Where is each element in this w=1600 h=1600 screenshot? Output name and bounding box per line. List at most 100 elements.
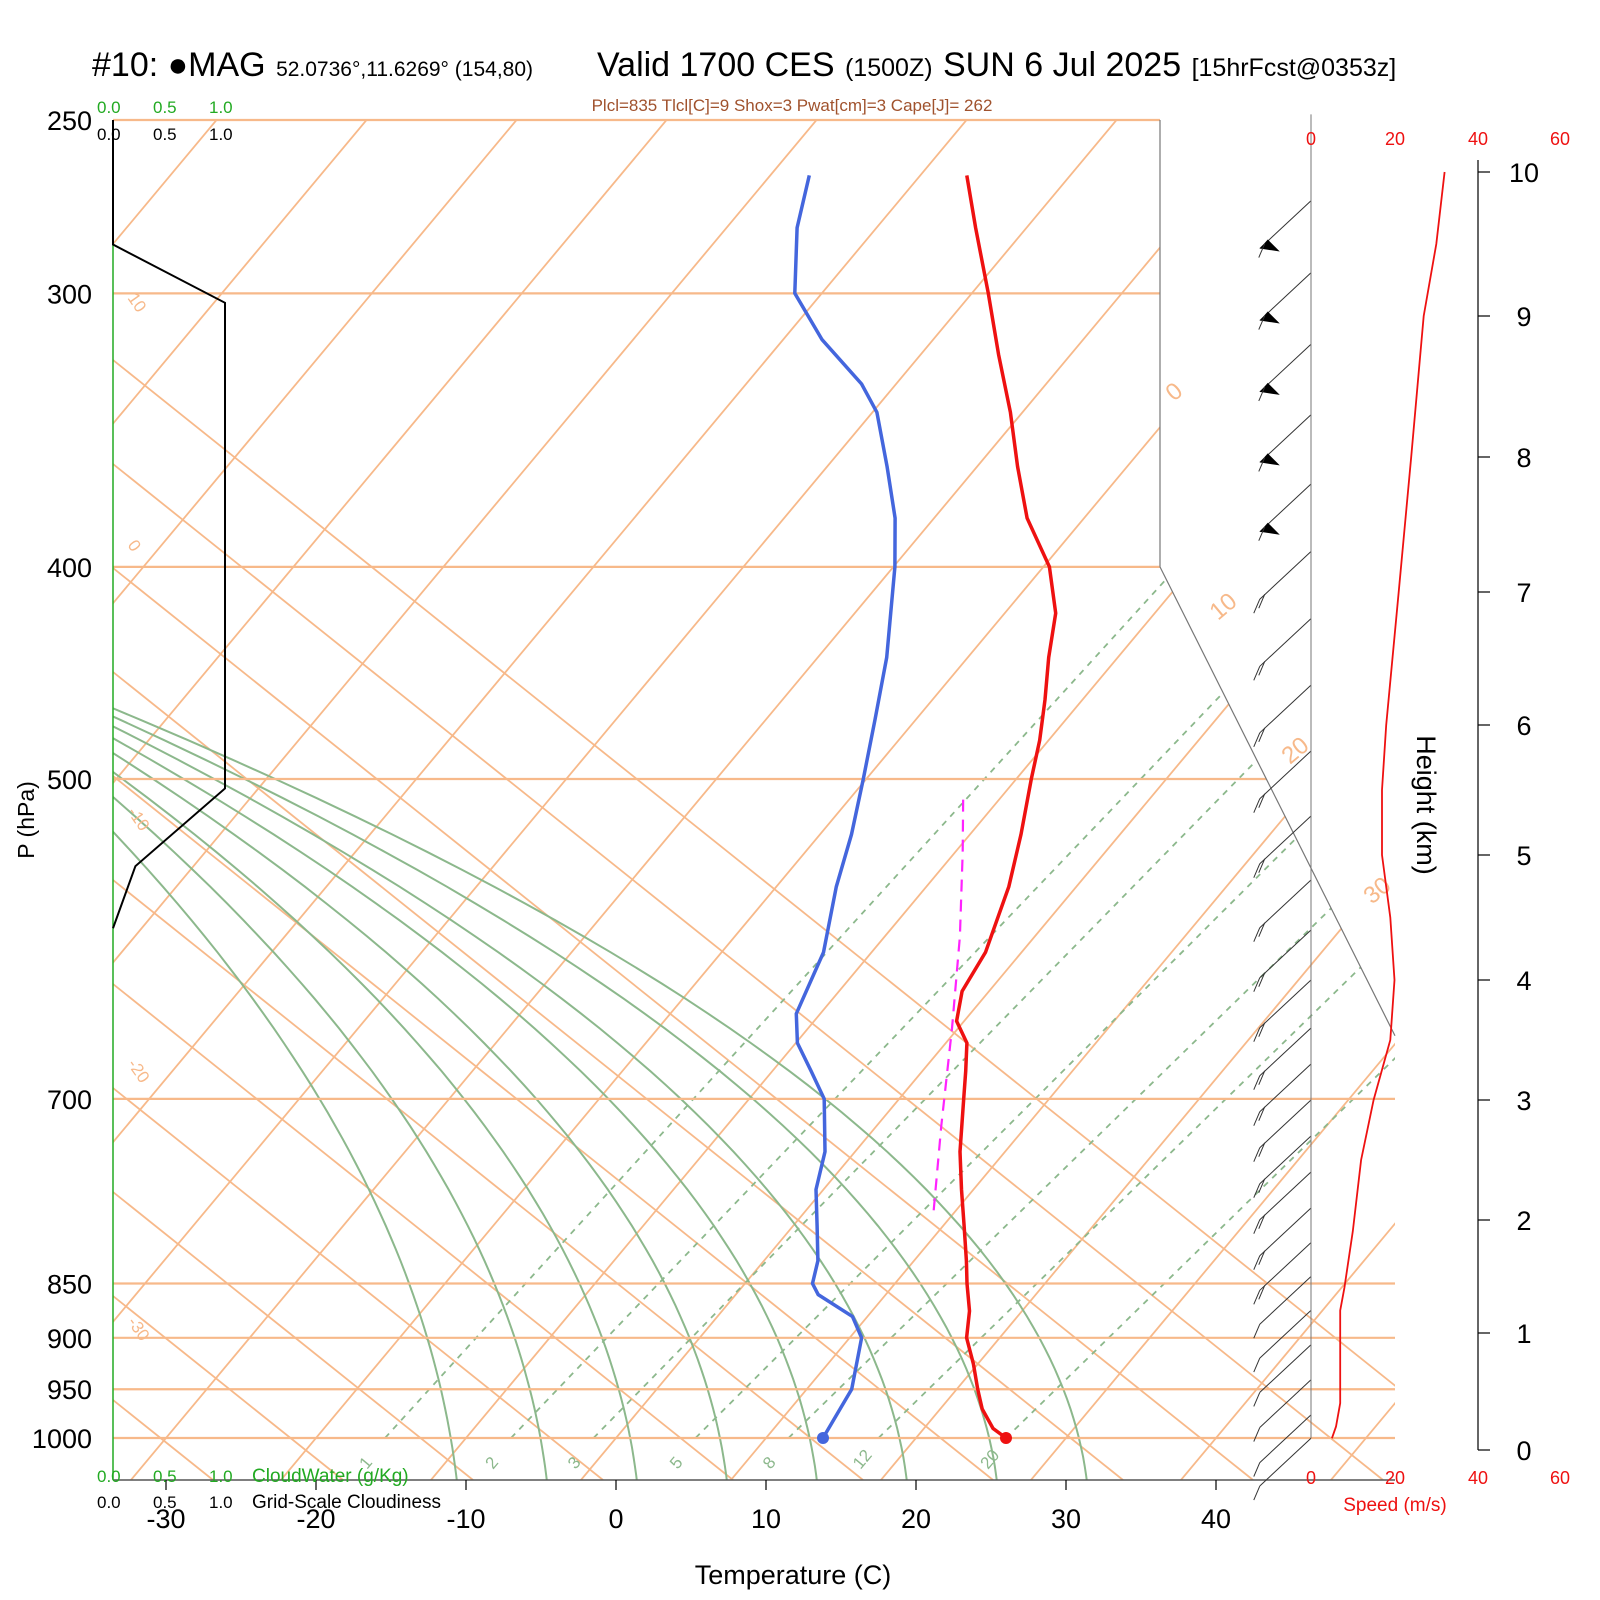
pressure-tick-label: 400 <box>47 553 92 583</box>
wind-barb <box>1253 1414 1312 1477</box>
wind-barb-feather <box>1253 1027 1261 1042</box>
cloudwater-tick-bottom-1: 0.5 <box>153 1467 177 1486</box>
valid-date: SUN 6 Jul 2025 <box>942 46 1182 84</box>
forecast-info: [15hrFcst@0353z] <box>1191 54 1397 82</box>
wind-barb-feather <box>1253 863 1261 878</box>
wind-barb <box>1258 200 1312 258</box>
moist-adiabat-line <box>113 120 459 1480</box>
dry-adiabat-line <box>113 120 604 1480</box>
moist-adiabat-line <box>113 120 639 1480</box>
pressure-tick-label: 1000 <box>32 1424 92 1454</box>
profiles <box>793 175 1058 1444</box>
mixing-ratio-line <box>787 566 1395 1439</box>
stability-indices: Plcl=835 Tlcl[C]=9 Shox=3 Pwat[cm]=3 Cap… <box>592 96 993 115</box>
temperature-line <box>954 175 1058 1440</box>
height-tick-label: 10 <box>1509 158 1539 188</box>
wind-barb <box>1253 879 1312 942</box>
wind-barb-feather <box>1258 793 1266 808</box>
isotherm-line <box>1326 120 1395 1480</box>
wind-barb-feather <box>1253 1075 1261 1090</box>
wind-barb <box>1253 1379 1312 1442</box>
cloudwater-tick-bottom-0: 0.0 <box>97 1467 121 1486</box>
wind-barb-staff <box>1259 1242 1312 1291</box>
zulu-time: (1500Z) <box>844 54 933 82</box>
wind-barb <box>1253 684 1312 748</box>
wind-barb-staff <box>1259 979 1312 1029</box>
isotherm-label: -30 <box>124 1313 154 1344</box>
dry-adiabat-line <box>113 120 864 1480</box>
skew-frame <box>1159 566 1396 1036</box>
wind-barb-staff <box>1259 551 1312 600</box>
wind-barb-feather <box>1258 526 1266 541</box>
isotherm-line <box>113 120 850 1480</box>
wind-barb <box>1253 551 1312 614</box>
wind-barb-feather <box>1253 1485 1261 1501</box>
dry-adiabat-line <box>113 120 1384 1480</box>
site-label: #10: ●MAG <box>92 46 266 84</box>
wind-barbs <box>1253 114 1312 1501</box>
wind-barb <box>1253 1135 1312 1198</box>
wind-barb-staff <box>1259 1207 1312 1257</box>
isotherm-label: 20 <box>1277 732 1315 770</box>
wind-barb <box>1258 343 1312 402</box>
cloudiness-tick-bottom-1: 0.5 <box>153 1493 177 1512</box>
dewpoint-line <box>793 175 897 1439</box>
speed-tick-bottom-3: 60 <box>1550 1468 1570 1488</box>
height-axis-label: Height (km) <box>1411 735 1441 875</box>
wind-barb-feather <box>1258 315 1266 330</box>
mixing-ratio-line <box>384 566 1179 1439</box>
height-tick-label: 9 <box>1516 302 1531 332</box>
mixing-ratio-label: 12 <box>849 1446 876 1473</box>
temperature-axis-label: Temperature (C) <box>695 1560 892 1590</box>
wind-barb <box>1253 1207 1312 1270</box>
temperature-tick-label: 20 <box>901 1504 931 1534</box>
speed-axis-label: Speed (m/s) <box>1343 1495 1446 1516</box>
dry-adiabat-line <box>113 120 994 1480</box>
wind-barb <box>1258 483 1312 541</box>
mixing-ratio-line <box>1005 566 1395 1439</box>
wind-barb-staff <box>1259 1063 1312 1113</box>
wind-barb-staff <box>1259 1135 1312 1185</box>
isotherm-line <box>576 120 1395 1480</box>
dry-adiabat-line <box>113 120 1254 1480</box>
wind-barb-feather <box>1258 1178 1266 1193</box>
speed-tick-top-0: 0 <box>1306 129 1316 149</box>
valid-time: Valid 1700 CES <box>597 46 835 84</box>
wind-barb-feather <box>1253 927 1261 942</box>
wind-barb-feather <box>1253 798 1261 813</box>
isotherm-line <box>1176 120 1395 1480</box>
mixing-ratio-line <box>877 566 1395 1439</box>
pressure-tick-label: 300 <box>47 279 92 309</box>
wind-barb <box>1253 1276 1312 1339</box>
wind-barb-feather <box>1258 922 1266 937</box>
pressure-tick-label: 850 <box>47 1269 92 1299</box>
cloudwater-tick-top-0: 0.0 <box>97 98 121 117</box>
wind-barb-flag <box>1259 311 1280 324</box>
valid-time-header: Valid 1700 CES (1500Z) SUN 6 Jul 2025 [1… <box>597 46 1396 85</box>
cloudwater-tick-bottom-2: 1.0 <box>209 1467 233 1486</box>
height-tick-label: 1 <box>1516 1319 1531 1349</box>
temperature-tick-label: 10 <box>751 1504 781 1534</box>
cloudiness-tick-bottom-0: 0.0 <box>97 1493 121 1512</box>
wind-barb-feather <box>1258 243 1266 258</box>
wind-barb <box>1258 414 1312 472</box>
mixing-ratio-label: 5 <box>666 1453 687 1472</box>
cloudiness-axis-label: Grid-Scale Cloudiness <box>252 1492 441 1513</box>
pressure-tick-label: 700 <box>47 1085 92 1115</box>
isotherm-line <box>113 120 1150 1480</box>
wind-barb-feather <box>1253 1183 1261 1198</box>
wind-barb-feather <box>1258 727 1266 743</box>
pressure-tick-label: 900 <box>47 1324 92 1354</box>
isotherm-line <box>113 120 400 1480</box>
wind-barb-staff <box>1259 618 1312 667</box>
wind-barb <box>1253 1310 1312 1373</box>
wind-barb <box>1253 1437 1312 1501</box>
pressure-tick-label: 250 <box>47 106 92 136</box>
moist-adiabat-line <box>113 120 819 1480</box>
height-tick-label: 5 <box>1516 841 1531 871</box>
wind-barb-feather <box>1258 972 1266 987</box>
temperature-tick-label: 30 <box>1051 1504 1081 1534</box>
speed-tick-top-1: 20 <box>1385 129 1405 149</box>
